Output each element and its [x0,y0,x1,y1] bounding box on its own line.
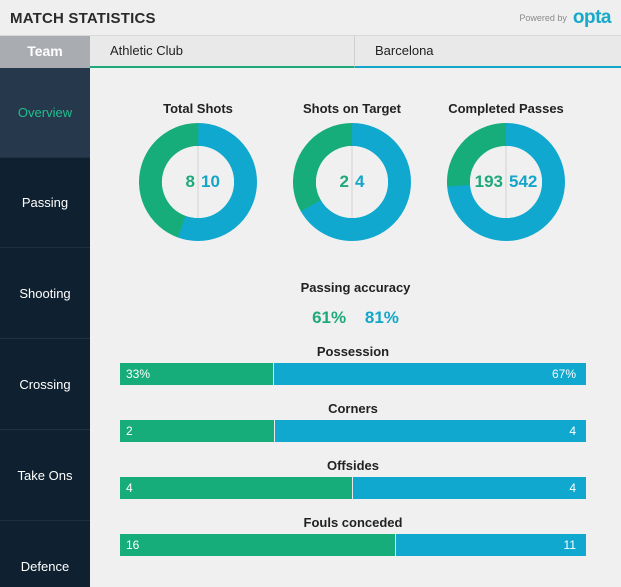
donut-total-shots: Total Shots 8 10 [138,101,258,241]
page-title: MATCH STATISTICS [10,10,156,27]
sidebar-item-defence[interactable]: Defence [0,522,90,587]
sidebar-item-take-ons[interactable]: Take Ons [0,431,90,521]
bar-title: Offsides [326,458,379,473]
team-label: Team [0,36,90,68]
passing-accuracy-home: 61% [312,308,347,327]
donut-title: Total Shots [163,101,233,116]
donut-home-value: 8 [185,172,195,191]
bar-fouls-conceded: Fouls conceded 16 11 [120,515,586,556]
passing-accuracy-title: Passing accuracy [300,280,411,295]
sidebar: Overview Passing Shooting Crossing Take … [0,68,97,587]
opta-logo: opta [572,7,612,28]
sidebar-item-shooting[interactable]: Shooting [0,249,90,339]
powered-by: Powered by opta [519,7,612,28]
bar-home: 4 [120,477,353,499]
bar-home: 33% [120,363,274,385]
stat-bar: 33% 67% [120,363,586,385]
donut-title: Shots on Target [303,101,401,116]
sidebar-item-passing[interactable]: Passing [0,158,90,248]
bar-possession: Possession 33% 67% [120,344,586,385]
donut-home-value: 2 [339,172,349,191]
sidebar-item-overview[interactable]: Overview [0,68,90,158]
bar-away: 4 [353,477,586,499]
bar-offsides: Offsides 4 4 [120,458,586,499]
stat-bar: 2 4 [120,420,586,442]
team-home[interactable]: Athletic Club [90,36,355,68]
donut-home-value: 193 [474,172,503,191]
donut-svg [293,123,411,241]
donut-away-value: 10 [201,172,220,191]
bar-home: 2 [120,420,276,442]
bar-away: 4 [275,420,586,442]
team-row: Team Athletic Club Barcelona [0,36,621,68]
header: MATCH STATISTICS Powered by opta [0,0,621,36]
donut-completed-passes: Completed Passes 193 542 [446,101,566,241]
donut-away-value: 4 [355,172,365,191]
donut-chart: 193 542 [447,123,565,241]
stat-bar: 16 11 [120,534,586,556]
main-panel: Total Shots 8 10 Shots on Target 2 4 Com… [90,68,621,587]
powered-by-text: Powered by [519,13,567,23]
bar-away: 11 [396,534,586,556]
bar-title: Fouls conceded [303,515,403,530]
stat-bar: 4 4 [120,477,586,499]
donut-chart: 8 10 [139,123,257,241]
bar-away: 67% [273,363,586,385]
donut-chart: 2 4 [293,123,411,241]
donut-title: Completed Passes [448,101,564,116]
donut-svg [447,123,565,241]
donut-svg [139,123,257,241]
bar-corners: Corners 2 4 [120,401,586,442]
passing-accuracy-away: 81% [364,308,399,327]
bar-title: Corners [328,401,378,416]
sidebar-item-crossing[interactable]: Crossing [0,340,90,430]
bar-title: Possession [316,344,390,359]
donut-shots-on-target: Shots on Target 2 4 [292,101,412,241]
passing-accuracy-values: 61% 81% [90,308,621,328]
team-away[interactable]: Barcelona [355,36,621,68]
bar-home: 16 [120,534,397,556]
donut-away-value: 542 [509,172,538,191]
